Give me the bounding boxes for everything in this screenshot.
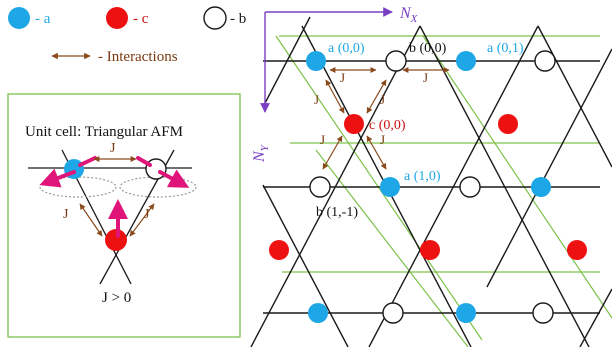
site-c bbox=[344, 114, 364, 134]
site-b bbox=[459, 176, 481, 198]
legend-b-marker bbox=[203, 6, 227, 30]
site-c bbox=[567, 240, 587, 260]
lattice-j-6: J bbox=[380, 132, 385, 147]
unit-cell-condition: J > 0 bbox=[102, 290, 131, 306]
axis-x: NX bbox=[265, 5, 419, 25]
site-label-a00: a (0,0) bbox=[328, 41, 365, 56]
site-label-a10: a (1,0) bbox=[404, 169, 441, 184]
unit-cell-site-c bbox=[105, 229, 127, 251]
site-c bbox=[498, 114, 518, 134]
legend-a-marker bbox=[8, 7, 30, 29]
site-label-a01: a (0,1) bbox=[487, 41, 524, 56]
unit-cell-bonds bbox=[28, 149, 192, 285]
lattice-j-3: J bbox=[314, 92, 319, 107]
lattice-interactions bbox=[322, 67, 450, 170]
legend-b-label: - b bbox=[230, 11, 246, 27]
legend-c-marker bbox=[106, 7, 128, 29]
lattice-j-1: J bbox=[340, 70, 345, 85]
site-b bbox=[382, 302, 404, 324]
site-a bbox=[456, 303, 476, 323]
site-c bbox=[269, 240, 289, 260]
site-b bbox=[385, 50, 407, 72]
unit-cell-panel: Unit cell: Triangular AFM J J bbox=[7, 93, 241, 338]
lattice-j-5: J bbox=[320, 132, 325, 147]
site-c bbox=[420, 240, 440, 260]
spin-arrows bbox=[39, 156, 190, 238]
spin-arrow-a-stub bbox=[78, 156, 97, 167]
precession-ellipse-right bbox=[119, 176, 197, 198]
spin-arrow-b-main bbox=[158, 169, 190, 188]
site-a bbox=[306, 51, 326, 71]
spin-arrow-b-stub bbox=[136, 156, 152, 167]
site-label-b00: b (0,0) bbox=[409, 41, 447, 56]
unit-cell-j-left: J bbox=[63, 207, 69, 222]
axis-y-label: NY bbox=[251, 143, 271, 163]
unit-cell-j-right: J bbox=[144, 207, 150, 222]
site-b bbox=[309, 176, 331, 198]
legend-c-label: - c bbox=[133, 11, 149, 27]
lattice-panel: J J J J J J NX NY bbox=[250, 5, 612, 347]
site-b bbox=[534, 50, 556, 72]
legend-a-label: - a bbox=[35, 11, 51, 27]
legend-interactions-label: - Interactions bbox=[98, 49, 178, 65]
unit-cell-title: Unit cell: Triangular AFM bbox=[25, 124, 183, 140]
site-b bbox=[532, 302, 554, 324]
lattice-sites bbox=[269, 50, 587, 324]
legend: - a - c - b - Interactions bbox=[8, 6, 246, 65]
site-a bbox=[380, 177, 400, 197]
site-a bbox=[531, 177, 551, 197]
unit-cell-frame bbox=[7, 93, 241, 338]
unit-cell-j-top: J bbox=[110, 141, 116, 156]
lattice-j-2: J bbox=[423, 70, 428, 85]
spin-arrow-a-main bbox=[39, 168, 76, 188]
site-a bbox=[308, 303, 328, 323]
unit-cell-interactions bbox=[79, 156, 155, 237]
site-label-c00: c (0,0) bbox=[369, 118, 406, 133]
site-label-b1m1: b (1,-1) bbox=[316, 205, 358, 220]
unit-cell-site-b bbox=[145, 158, 167, 180]
axis-y: NY bbox=[251, 12, 271, 163]
axis-x-label: NX bbox=[399, 5, 419, 25]
site-a bbox=[456, 51, 476, 71]
lattice-j-4: J bbox=[380, 92, 385, 107]
cell-boundaries bbox=[275, 35, 612, 347]
